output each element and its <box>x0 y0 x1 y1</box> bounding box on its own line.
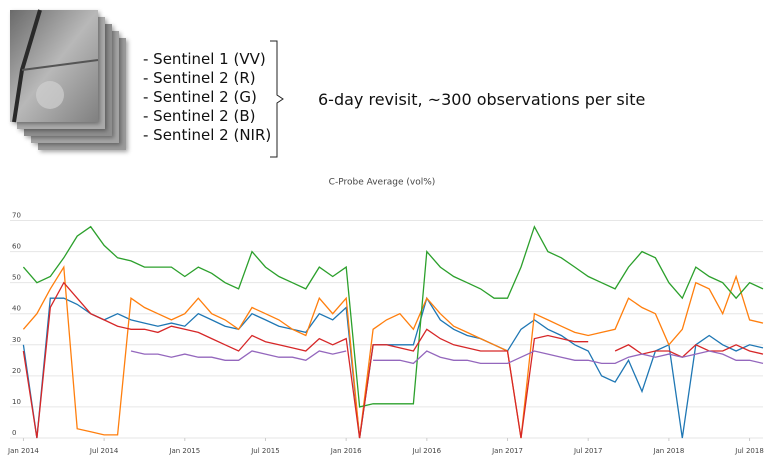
image-stack <box>0 0 140 160</box>
chart-title: C-Probe Average (vol%) <box>329 178 436 188</box>
x-tick-label: Jan 2015 <box>168 447 200 455</box>
band-label: - Sentinel 2 (R) <box>143 69 256 87</box>
band-label: - Sentinel 2 (B) <box>143 107 255 125</box>
bracket <box>265 35 305 165</box>
x-tick-label: Jan 2018 <box>652 447 684 455</box>
x-tick-label: Jan 2014 <box>7 447 39 455</box>
x-tick-label: Jul 2015 <box>250 447 280 455</box>
y-tick-label: 0 <box>12 429 16 437</box>
y-tick-label: 10 <box>12 398 21 406</box>
y-tick-label: 40 <box>12 305 21 313</box>
page: - Sentinel 1 (VV) - Sentinel 2 (R) - Sen… <box>0 0 765 457</box>
series-line <box>23 267 763 438</box>
y-tick-label: 60 <box>12 243 21 251</box>
x-tick-label: Jan 2017 <box>491 447 523 455</box>
summary: 6-day revisit, ~300 observations per sit… <box>318 90 645 109</box>
x-tick-label: Jul 2018 <box>734 447 764 455</box>
x-tick-label: Jul 2016 <box>412 447 442 455</box>
y-tick-label: 70 <box>12 212 21 220</box>
y-tick-label: 30 <box>12 336 21 344</box>
x-tick-label: Jul 2014 <box>89 447 119 455</box>
chart: C-Probe Average (vol%) 0 10 20 30 40 50 60 70 Ja… <box>0 165 765 457</box>
series-line <box>131 351 763 363</box>
y-tick-label: 50 <box>12 274 21 282</box>
band-label: - Sentinel 1 (VV) <box>143 50 266 68</box>
series-line <box>23 298 763 438</box>
band-label: - Sentinel 2 (G) <box>143 88 257 106</box>
band-label: - Sentinel 2 (NIR) <box>143 126 271 144</box>
x-tick-label: Jan 2016 <box>330 447 362 455</box>
x-tick-label: Jul 2017 <box>573 447 603 455</box>
y-tick-label: 20 <box>12 367 21 375</box>
